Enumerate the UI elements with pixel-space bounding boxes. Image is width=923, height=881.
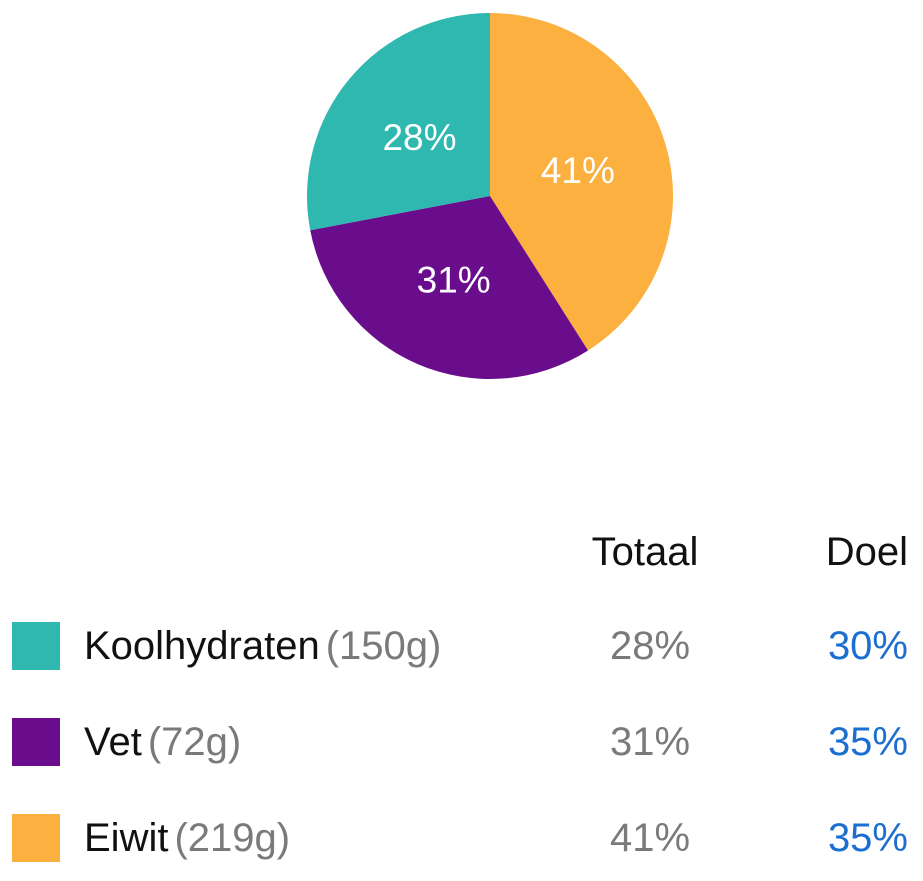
macro-goal-percent[interactable]: 35% bbox=[827, 720, 908, 764]
macro-name: Koolhydraten (150g) bbox=[84, 622, 441, 670]
macro-name-text: Koolhydraten bbox=[84, 624, 320, 668]
macro-goal-percent[interactable]: 30% bbox=[827, 624, 908, 668]
macro-total-percent: 41% bbox=[609, 816, 691, 860]
fat-color-swatch bbox=[12, 718, 60, 766]
macro-name: Vet (72g) bbox=[84, 718, 241, 766]
macro-goal-percent[interactable]: 35% bbox=[827, 816, 908, 860]
macro-name-text: Eiwit bbox=[84, 816, 169, 860]
column-header-total: Totaal bbox=[591, 530, 699, 574]
column-header-goal: Doel bbox=[825, 530, 908, 574]
protein-color-swatch bbox=[12, 814, 60, 862]
macro-grams: (150g) bbox=[325, 624, 442, 668]
macro-grams: (219g) bbox=[174, 816, 291, 860]
macro-row-fat: Vet (72g) 31% 35% bbox=[0, 712, 923, 772]
macro-row-protein: Eiwit (219g) 41% 35% bbox=[0, 808, 923, 868]
macro-grams: (72g) bbox=[147, 720, 242, 764]
macro-total-percent: 28% bbox=[609, 624, 691, 668]
macro-name: Eiwit (219g) bbox=[84, 814, 290, 862]
pie-slice-label-koolhydraten: 28% bbox=[382, 117, 456, 158]
macro-pie-chart: 41% 31% 28% bbox=[306, 13, 673, 379]
pie-slice-vet bbox=[310, 196, 589, 379]
macro-total-percent: 31% bbox=[609, 720, 691, 764]
macro-row-carbs: Koolhydraten (150g) 28% 30% bbox=[0, 616, 923, 676]
pie-slice-eiwit bbox=[490, 13, 673, 351]
pie-slice-label-eiwit: 41% bbox=[541, 150, 615, 191]
pie-slice-label-vet: 31% bbox=[417, 259, 491, 300]
pie-slice-koolhydraten bbox=[306, 13, 490, 231]
macro-name-text: Vet bbox=[84, 720, 142, 764]
carbs-color-swatch bbox=[12, 622, 60, 670]
